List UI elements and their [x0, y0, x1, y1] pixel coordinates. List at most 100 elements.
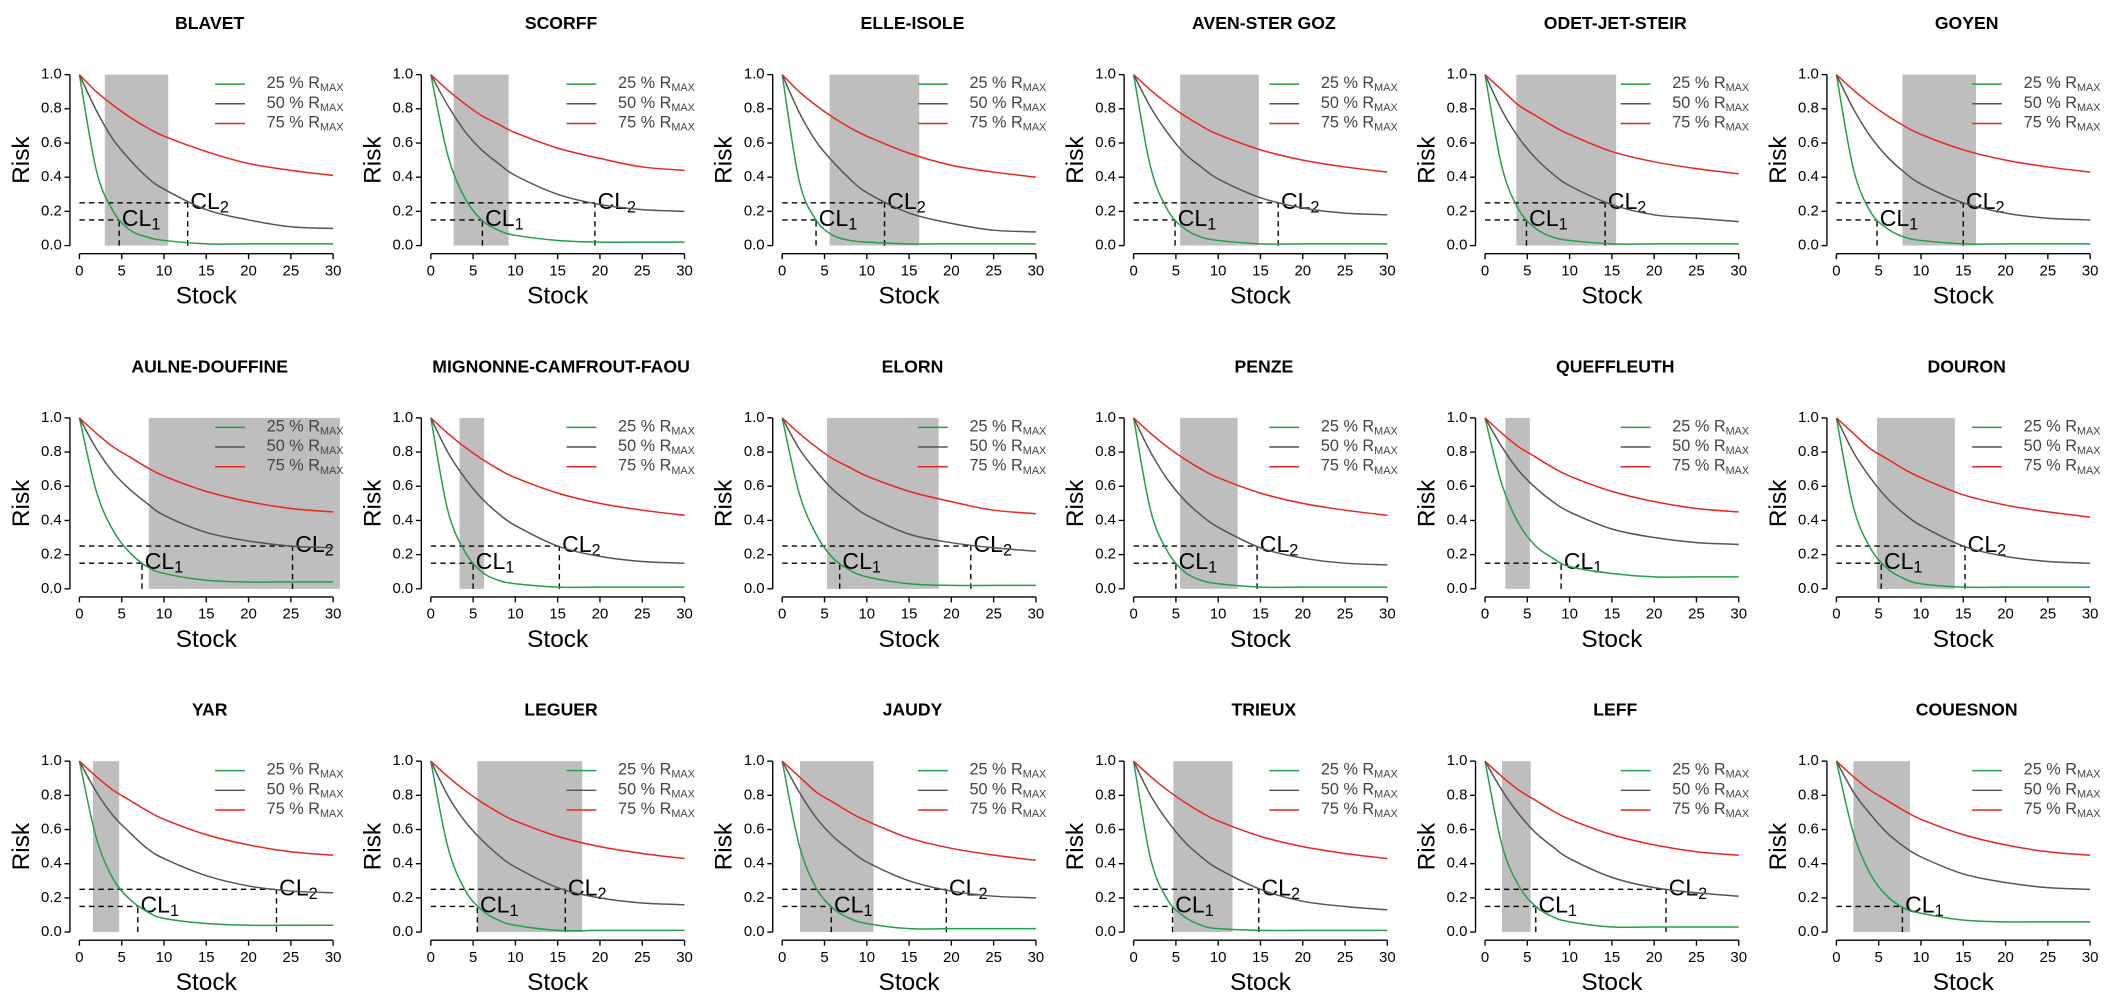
x-axis-label: Stock: [1230, 626, 1292, 653]
legend-subscript: MAX: [1374, 445, 1397, 457]
cl-label-subscript: 2: [1310, 199, 1319, 217]
cl-label-subscript: 1: [848, 216, 857, 234]
x-axis-label: Stock: [1581, 283, 1643, 310]
risk-curve: [430, 74, 685, 213]
legend-subscript: MAX: [1023, 445, 1047, 457]
y-tick-label: 0.0: [41, 580, 62, 597]
x-tick-label: 0: [778, 606, 786, 623]
y-tick-label: 0.0: [744, 923, 765, 940]
y-tick-label: 1.0: [1095, 409, 1116, 426]
x-tick-label: 30: [325, 949, 342, 966]
y-axis-label: Risk: [359, 822, 386, 870]
risk-curve: [1133, 760, 1388, 860]
cl-label-subscript: 2: [1995, 199, 2004, 217]
risk-curve: [1835, 760, 2091, 891]
cl-label-subscript: 1: [1909, 216, 1918, 234]
legend-subscript: MAX: [1726, 102, 1749, 114]
y-axis-label: Risk: [1413, 136, 1440, 184]
legend-name: 75 % R: [267, 457, 320, 475]
y-tick-label: 0.8: [41, 443, 62, 460]
x-axis-label: Stock: [1933, 283, 1995, 310]
cl-label-text: CL: [834, 892, 864, 918]
y-tick-label: 0.0: [744, 580, 765, 597]
legend-name: 50 % R: [2024, 437, 2077, 455]
y-tick-label: 1.0: [1798, 409, 1819, 426]
cl-label-text: CL: [562, 531, 592, 557]
legend-entry: 25 % RMAX: [2024, 418, 2101, 438]
risk-curve: [781, 417, 1036, 515]
x-tick-label: 0: [778, 262, 786, 279]
panel-title: GOYEN: [1935, 13, 1999, 33]
legend-entry: 25 % RMAX: [267, 761, 344, 781]
x-axis-label: Stock: [1581, 969, 1643, 996]
x-tick-label: 30: [1730, 262, 1747, 279]
legend-name: 75 % R: [969, 800, 1022, 818]
x-axis-label: Stock: [527, 969, 589, 996]
cl-label: CL1: [476, 548, 515, 577]
risk-curve: [1132, 417, 1388, 589]
y-tick-label: 0.4: [1798, 511, 1819, 528]
legend-entry: 25 % RMAX: [1321, 74, 1398, 94]
legend-name: 50 % R: [618, 94, 671, 112]
panel-title: LEGUER: [524, 700, 598, 720]
cl-label: CL2: [1669, 874, 1708, 903]
x-tick-label: 30: [1028, 606, 1045, 623]
x-tick-label: 20: [943, 606, 960, 623]
x-tick-label: 20: [1294, 606, 1311, 623]
y-tick-label: 0.2: [1095, 202, 1116, 219]
x-tick-label: 0: [427, 606, 435, 623]
legend-name: 50 % R: [618, 437, 671, 455]
legend-name: 25 % R: [267, 761, 320, 779]
legend-entry: 75 % RMAX: [1672, 457, 1749, 477]
risk-curve: [781, 74, 1036, 245]
y-tick-label: 0.4: [744, 168, 765, 185]
x-tick-label: 30: [325, 262, 342, 279]
legend-name: 75 % R: [1672, 800, 1725, 818]
panel-title: LEFF: [1593, 700, 1637, 720]
y-axis-label: Risk: [8, 136, 35, 184]
cl-label-text: CL: [949, 874, 979, 900]
legend-name: 25 % R: [2024, 74, 2077, 92]
x-tick-label: 10: [858, 262, 875, 279]
y-tick-label: 0.6: [392, 134, 413, 151]
legend-name: 50 % R: [969, 781, 1022, 799]
y-tick-label: 0.6: [41, 134, 62, 151]
x-tick-label: 15: [198, 949, 215, 966]
legend-entry: 50 % RMAX: [618, 437, 695, 457]
risk-curve: [78, 74, 334, 245]
x-tick-label: 15: [549, 949, 566, 966]
cl-label-subscript: 1: [1559, 216, 1568, 234]
legend-subscript: MAX: [2077, 82, 2101, 94]
panel: CL1 0.0 0.2 0.4 0.6 0.8 1.0 0 5 10 15 20 25 30 Stock Ri…: [1413, 356, 1749, 653]
x-tick-label: 15: [198, 262, 215, 279]
x-tick-label: 15: [1604, 262, 1621, 279]
y-tick-label: 0.8: [744, 100, 765, 117]
y-axis-label: Risk: [1765, 479, 1792, 527]
x-tick-label: 5: [820, 606, 828, 623]
y-tick-label: 0.2: [1447, 546, 1468, 563]
x-tick-label: 15: [1955, 262, 1972, 279]
x-tick-label: 10: [1561, 606, 1578, 623]
x-tick-label: 25: [2040, 262, 2057, 279]
x-tick-label: 5: [1172, 949, 1180, 966]
x-tick-label: 30: [2082, 262, 2099, 279]
legend-name: 50 % R: [618, 781, 671, 799]
cl-label-subscript: 1: [505, 559, 514, 577]
y-tick-label: 0.4: [41, 511, 62, 528]
x-axis-label: Stock: [1933, 969, 1995, 996]
x-tick-label: 20: [1294, 949, 1311, 966]
x-tick-label: 10: [1913, 262, 1930, 279]
legend-entry: 75 % RMAX: [2024, 114, 2101, 134]
x-tick-label: 20: [943, 949, 960, 966]
cl-label-subscript: 2: [325, 542, 334, 560]
x-tick-label: 10: [858, 606, 875, 623]
y-tick-label: 0.6: [1798, 134, 1819, 151]
y-tick-label: 0.0: [1447, 923, 1468, 940]
y-tick-label: 0.2: [392, 889, 413, 906]
y-tick-label: 0.0: [1095, 923, 1116, 940]
y-tick-label: 0.6: [744, 477, 765, 494]
